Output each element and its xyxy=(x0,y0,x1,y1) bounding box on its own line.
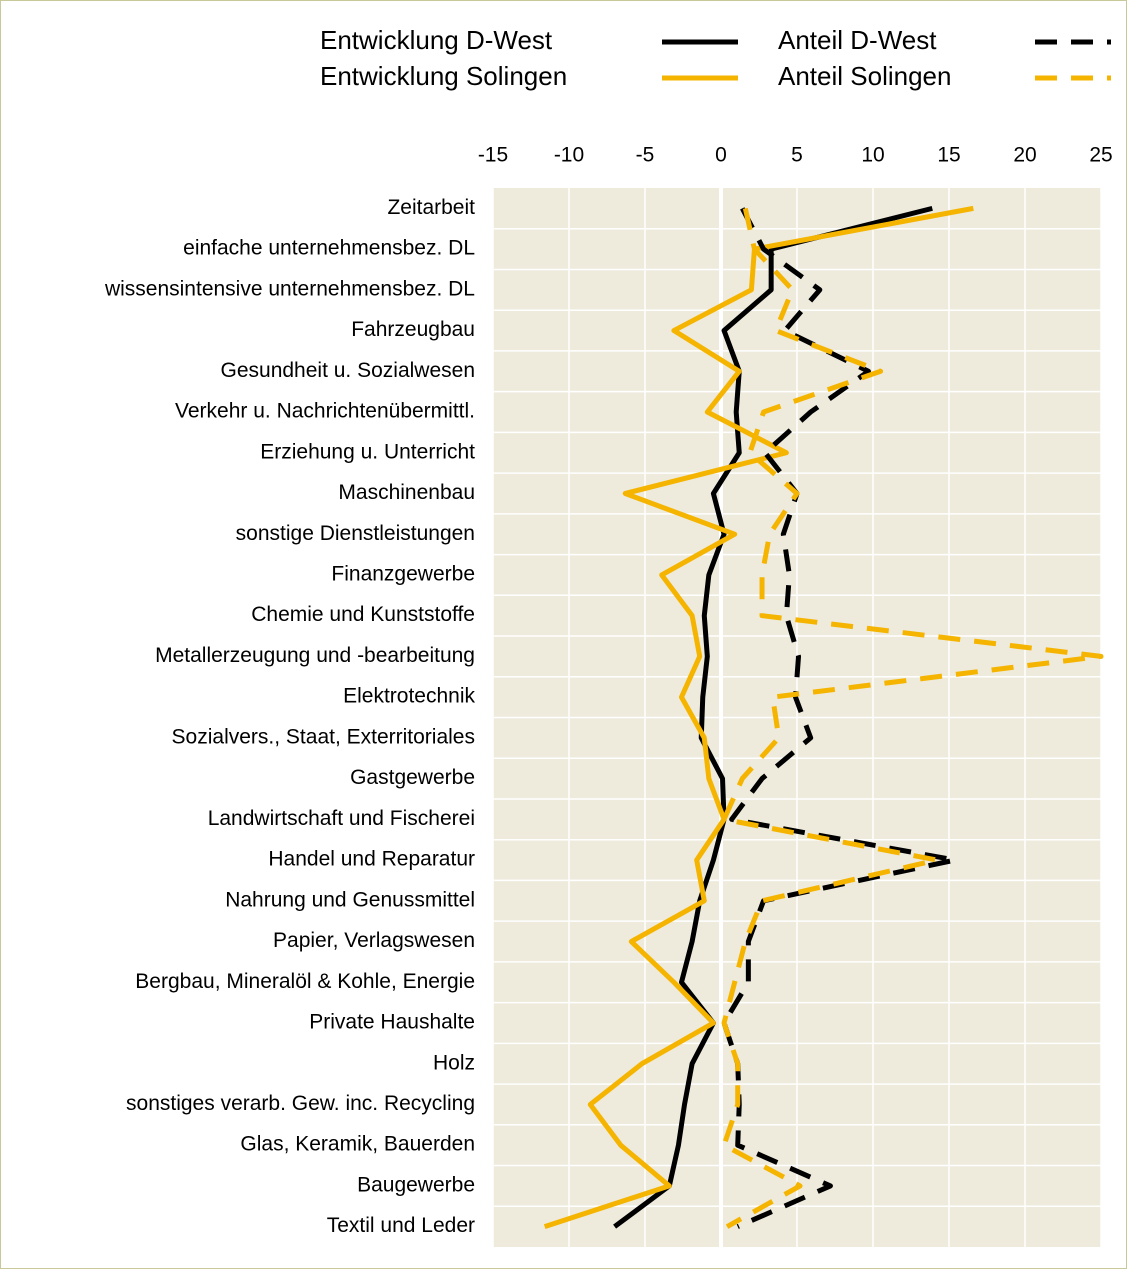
category-label: Verkehr u. Nachrichtenübermittl. xyxy=(175,400,475,423)
category-label: Baugewerbe xyxy=(357,1173,475,1196)
category-label: wissensintensive unternehmensbez. DL xyxy=(104,277,475,300)
category-label: Private Haushalte xyxy=(309,1011,475,1034)
series-line xyxy=(613,205,933,1229)
category-label: Sozialvers., Staat, Exterritoriales xyxy=(172,725,475,748)
category-label: Gastgewerbe xyxy=(350,766,475,789)
category-label: Nahrung und Genussmittel xyxy=(225,888,475,911)
category-label: Chemie und Kunststoffe xyxy=(251,603,475,626)
category-label: Maschinenbau xyxy=(338,481,475,504)
category-label: Elektrotechnik xyxy=(343,685,475,708)
legend-label: Entwicklung D-West xyxy=(320,25,553,55)
category-label: Bergbau, Mineralöl & Kohle, Energie xyxy=(135,970,475,993)
x-tick-label: 0 xyxy=(715,144,727,167)
series-line xyxy=(543,205,974,1230)
x-tick-label: -15 xyxy=(478,144,508,167)
category-label: Textil und Leder xyxy=(327,1214,475,1237)
category-label: Erziehung u. Unterricht xyxy=(260,440,475,463)
series-line xyxy=(721,207,1104,1229)
x-tick-label: 15 xyxy=(937,144,960,167)
category-label: Papier, Verlagswesen xyxy=(273,929,475,952)
category-label: Zeitarbeit xyxy=(387,196,475,219)
category-label: Landwirtschaft und Fischerei xyxy=(208,807,475,830)
category-label: sonstiges verarb. Gew. inc. Recycling xyxy=(126,1092,475,1115)
x-tick-label: 5 xyxy=(791,144,803,167)
category-label: Fahrzeugbau xyxy=(351,318,475,341)
category-label: Gesundheit u. Sozialwesen xyxy=(221,359,476,382)
x-tick-label: 20 xyxy=(1013,144,1036,167)
x-tick-label: -5 xyxy=(636,144,655,167)
x-tick-label: 25 xyxy=(1089,144,1112,167)
category-label: Holz xyxy=(433,1051,475,1074)
legend-label: Entwicklung Solingen xyxy=(320,61,567,91)
category-label: Finanzgewerbe xyxy=(331,562,475,585)
category-label: Metallerzeugung und -bearbeitung xyxy=(155,644,475,667)
category-label: Handel und Reparatur xyxy=(268,848,475,871)
series-line xyxy=(721,207,958,1229)
category-label: Glas, Keramik, Bauerden xyxy=(240,1133,475,1156)
x-tick-label: 10 xyxy=(861,144,884,167)
legend-label: Anteil D-West xyxy=(778,25,937,55)
x-tick-label: -10 xyxy=(554,144,584,167)
legend-label: Anteil Solingen xyxy=(778,61,951,91)
category-label: sonstige Dienstleistungen xyxy=(236,522,475,545)
category-label: einfache unternehmensbez. DL xyxy=(183,237,475,260)
